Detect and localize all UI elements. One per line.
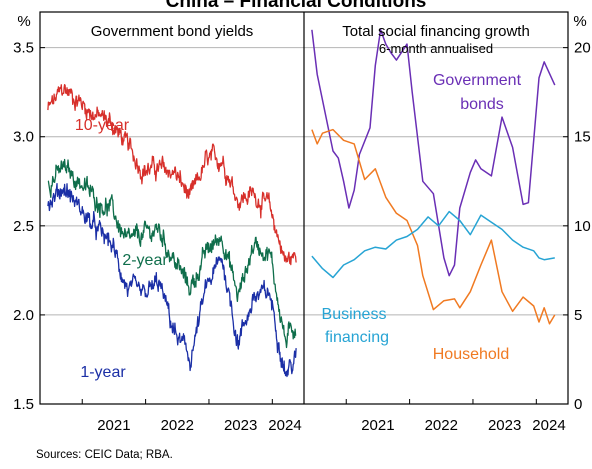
gridlines: [40, 47, 568, 316]
tick-labels: 1.5 2.0 2.5 3.0 3.5 0 5 10 15 20 2021 2022 2023 2024 2…: [13, 40, 591, 434]
x-tick-label-right: 2021: [361, 417, 394, 434]
right-unit-label: %: [573, 13, 586, 30]
y-tick-left: 2.0: [13, 307, 34, 324]
chart-title: China – Financial Conditions: [166, 0, 427, 12]
series-line-government-bonds: [311, 29, 556, 277]
left-unit-label: %: [17, 13, 30, 30]
data-lines: [47, 29, 556, 378]
left-panel-title: Government bond yields: [91, 23, 254, 40]
series-label-1-year: 1-year: [80, 364, 126, 381]
series-line-10-year: [47, 83, 297, 266]
right-panel-subtitle: 6-month annualised: [379, 41, 493, 56]
y-tick-right: 10: [574, 218, 591, 235]
y-tick-left: 3.5: [13, 40, 34, 57]
y-tick-right: 0: [574, 396, 582, 413]
source-note: Sources: CEIC Data; RBA.: [36, 449, 173, 461]
y-tick-right: 5: [574, 307, 582, 324]
y-tick-left: 1.5: [13, 396, 34, 413]
x-tick-label-left: 2022: [161, 417, 194, 434]
series-label-government-bonds-line2: bonds: [460, 96, 504, 113]
series-line-household: [311, 128, 556, 325]
x-tick-label-right: 2023: [488, 417, 521, 434]
series-label-business-financing: Business: [322, 306, 387, 323]
x-tick-label-right: 2024: [532, 417, 565, 434]
x-tick-label-left: 2021: [97, 417, 130, 434]
y-tick-right: 15: [574, 129, 591, 146]
series-label-2-year: 2-year: [122, 252, 168, 269]
series-label-business-financing-line2: financing: [325, 329, 389, 346]
x-tick-label-left: 2023: [224, 417, 257, 434]
series-label-household: Household: [433, 346, 510, 363]
y-tick-right: 20: [574, 40, 591, 57]
right-panel-title: Total social financing growth: [342, 23, 530, 40]
x-tick-label-left: 2024: [268, 417, 301, 434]
y-tick-left: 2.5: [13, 218, 34, 235]
series-label-10-year: 10-year: [75, 117, 130, 134]
series-line-business-financing: [311, 210, 555, 279]
y-tick-left: 3.0: [13, 129, 34, 146]
x-tick-label-right: 2022: [425, 417, 458, 434]
series-label-government-bonds: Government: [433, 72, 522, 89]
series-line-2-year: [47, 158, 297, 349]
series-line-1-year: [47, 182, 297, 378]
